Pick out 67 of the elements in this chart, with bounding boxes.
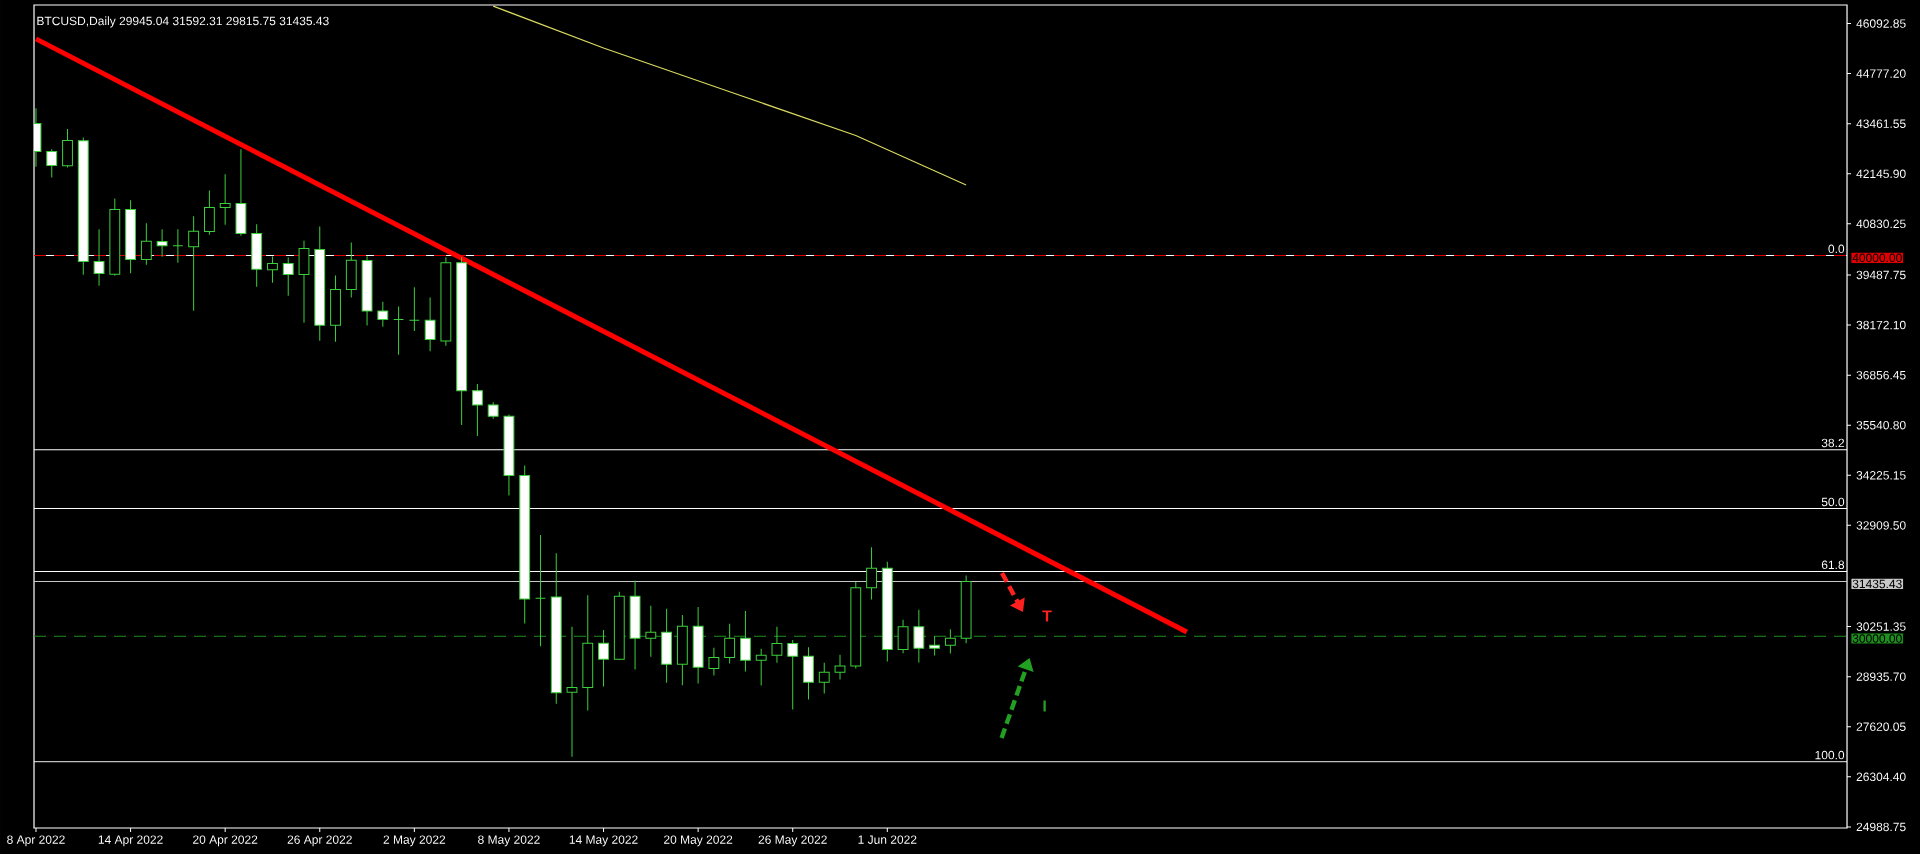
candlestick bbox=[140, 222, 152, 266]
candlestick bbox=[267, 255, 278, 284]
y-tick-label: 40830.25 bbox=[1856, 219, 1906, 229]
candlestick bbox=[172, 228, 184, 264]
candlestick bbox=[393, 306, 405, 356]
candlestick bbox=[377, 301, 389, 328]
candlestick bbox=[724, 623, 736, 664]
candlestick bbox=[866, 546, 877, 600]
candlestick bbox=[755, 648, 767, 686]
y-tick-label: 34225.15 bbox=[1856, 471, 1906, 480]
candlestick bbox=[740, 610, 751, 672]
candlestick bbox=[598, 629, 609, 687]
candlestick bbox=[424, 296, 436, 352]
y-tick-label: 39487.75 bbox=[1856, 270, 1906, 280]
x-tick-label: 1 Jun 2022 bbox=[858, 835, 917, 844]
annotation: 0.0 bbox=[1828, 244, 1845, 254]
candlestick bbox=[771, 626, 783, 664]
candlestick bbox=[535, 534, 546, 647]
candlestick bbox=[818, 662, 830, 694]
annotation: 50.0 bbox=[1821, 497, 1845, 507]
x-tick-label: 2 May 2022 bbox=[383, 835, 446, 847]
y-tick-label: 43461.55 bbox=[1856, 119, 1906, 128]
ref-line-label: 40000.00 bbox=[1852, 253, 1902, 263]
candlestick bbox=[645, 605, 657, 658]
candlestick bbox=[408, 286, 420, 332]
candlestick bbox=[913, 609, 925, 663]
x-tick-label: 26 Apr 2022 bbox=[287, 835, 352, 847]
text: BTCUSD,Daily 29945.04 31592.31 29815.75 31435.43 bbox=[37, 16, 329, 28]
candlestick bbox=[708, 647, 720, 676]
y-tick-label: 30251.35 bbox=[1856, 622, 1906, 631]
candlestick bbox=[282, 256, 294, 297]
y-tick-label: 46092.85 bbox=[1856, 19, 1906, 28]
x-tick-label: 20 Apr 2022 bbox=[193, 835, 258, 847]
y-tick-label: 32909.50 bbox=[1856, 521, 1906, 530]
y-tick-label: 38172.10 bbox=[1856, 320, 1906, 330]
annotation: 61.8 bbox=[1821, 560, 1845, 570]
annotation: 38.2 bbox=[1821, 438, 1845, 448]
y-tick-label: 35540.80 bbox=[1856, 420, 1906, 430]
line-series bbox=[492, 5, 967, 186]
ref-line-label: 30000.00 bbox=[1852, 634, 1902, 643]
y-tick-label: 28935.70 bbox=[1856, 672, 1906, 681]
candlestick bbox=[219, 173, 231, 226]
y-tick-label: 27620.05 bbox=[1856, 722, 1906, 731]
candlestick bbox=[834, 654, 846, 680]
y-tick-label: 26304.40 bbox=[1856, 772, 1906, 782]
candlestick bbox=[471, 383, 483, 437]
y-tick-label: 24988.75 bbox=[1856, 822, 1906, 832]
x-tick-label: 14 Apr 2022 bbox=[98, 835, 163, 847]
annotation: 100.0 bbox=[1815, 750, 1845, 760]
annotation: I bbox=[1043, 700, 1046, 712]
y-tick-label: 36856.45 bbox=[1856, 370, 1906, 380]
candlestick bbox=[188, 215, 200, 312]
y-tick-label: 44777.20 bbox=[1856, 69, 1906, 78]
x-tick-label: 14 May 2022 bbox=[569, 835, 638, 847]
candlestick bbox=[897, 619, 909, 654]
x-tick-label: 26 May 2022 bbox=[758, 835, 827, 847]
candlestick bbox=[929, 635, 941, 656]
candlestick bbox=[46, 148, 58, 178]
candlestick bbox=[787, 639, 799, 710]
annotation: T bbox=[1042, 610, 1052, 622]
x-tick-label: 8 May 2022 bbox=[478, 835, 540, 847]
x-tick-label: 8 Apr 2022 bbox=[7, 835, 65, 847]
candlestick bbox=[566, 626, 578, 758]
ref-line-label: 31435.43 bbox=[1852, 579, 1902, 589]
y-tick-label: 42145.90 bbox=[1856, 169, 1906, 179]
candlestick bbox=[944, 628, 956, 654]
x-tick-label: 20 May 2022 bbox=[664, 835, 733, 847]
